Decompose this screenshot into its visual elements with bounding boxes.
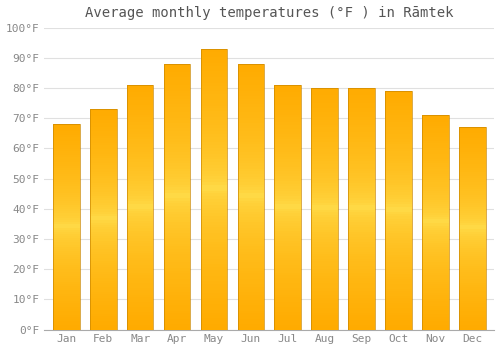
Bar [238, 64, 264, 330]
Bar [312, 88, 338, 330]
Bar [200, 49, 227, 330]
Bar [348, 88, 375, 330]
Bar [459, 127, 485, 330]
Bar [422, 115, 448, 330]
Bar [274, 85, 301, 330]
Bar [385, 91, 412, 330]
Bar [90, 109, 117, 330]
Bar [127, 85, 154, 330]
Bar [53, 124, 80, 330]
Bar [164, 64, 190, 330]
Title: Average monthly temperatures (°F ) in Rāmtek: Average monthly temperatures (°F ) in Rā… [85, 6, 454, 20]
